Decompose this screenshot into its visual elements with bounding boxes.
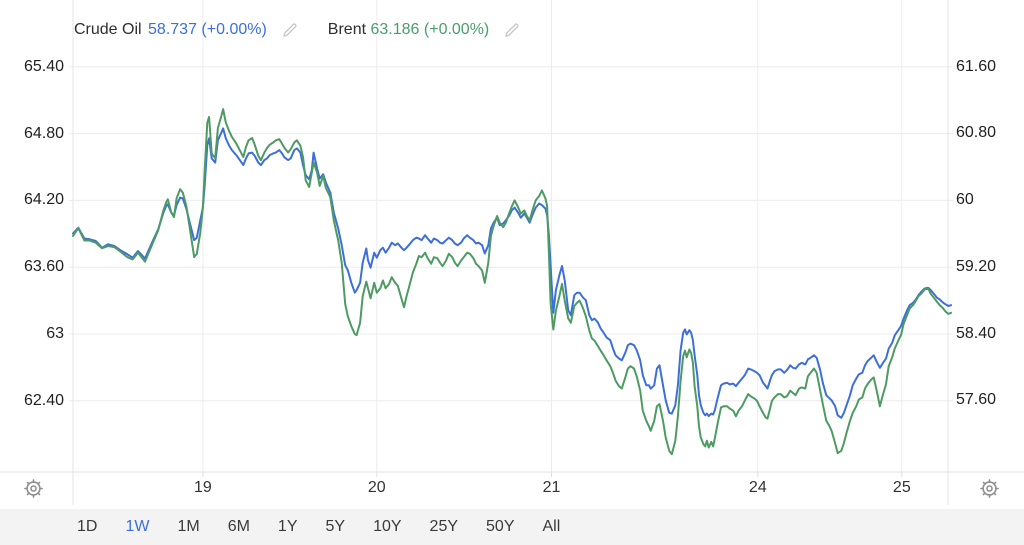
range-button-1y[interactable]: 1Y [277,518,298,535]
x-axis-label: 19 [194,479,212,496]
x-axis-label: 20 [367,479,386,496]
legend-label-crude-oil: Crude Oil [74,21,142,38]
y-axis-label-left: 63.60 [23,258,64,276]
chart-legend: Crude Oil 58.737 (+0.00%) Brent 63.186 (… [74,21,520,39]
x-axis-label: 25 [892,479,911,496]
legend-value-brent: 63.186 (+0.00%) [370,21,490,38]
time-range-toolbar: 1D 1W 1M 6M 1Y 5Y 10Y 25Y 50Y All [0,509,1024,545]
chart-canvas[interactable] [0,0,1024,509]
legend-label-brent: Brent [327,21,367,38]
settings-gear-icon[interactable] [23,478,44,499]
edit-pencil-icon[interactable] [503,22,520,39]
range-button-25y[interactable]: 25Y [429,518,459,535]
legend-item-crude-oil[interactable]: Crude Oil 58.737 (+0.00%) [74,21,267,39]
y-axis-label-right: 58.40 [956,324,997,342]
y-axis-label-right: 60 [956,191,974,209]
range-button-5y[interactable]: 5Y [325,518,346,535]
settings-gear-icon[interactable] [979,478,1000,499]
range-button-1d[interactable]: 1D [77,518,98,535]
x-axis-label: 21 [542,479,561,496]
y-axis-label-left: 65.40 [23,57,64,75]
y-axis-label-right: 57.60 [956,391,997,409]
legend-item-brent[interactable]: Brent 63.186 (+0.00%) [328,21,489,39]
legend-value-crude-oil: 58.737 (+0.00%) [148,21,267,38]
y-axis-label-right: 61.60 [956,57,997,75]
y-axis-label-left: 64.80 [23,124,64,142]
range-button-6m[interactable]: 6M [227,518,250,535]
range-button-1w[interactable]: 1W [125,518,150,535]
y-axis-label-right: 59.20 [956,257,997,275]
y-axis-label-left: 62.40 [23,391,64,409]
y-axis-label-left: 63 [46,324,64,342]
range-button-1m[interactable]: 1M [177,518,200,535]
range-button-10y[interactable]: 10Y [373,518,402,535]
x-axis-label: 24 [748,479,767,496]
series-line-brent[interactable] [72,108,952,456]
y-axis-label-left: 64.20 [23,191,64,209]
range-button-50y[interactable]: 50Y [486,518,515,535]
y-axis-label-right: 60.80 [956,124,997,142]
range-button-all[interactable]: All [542,518,561,535]
edit-pencil-icon[interactable] [281,22,298,39]
